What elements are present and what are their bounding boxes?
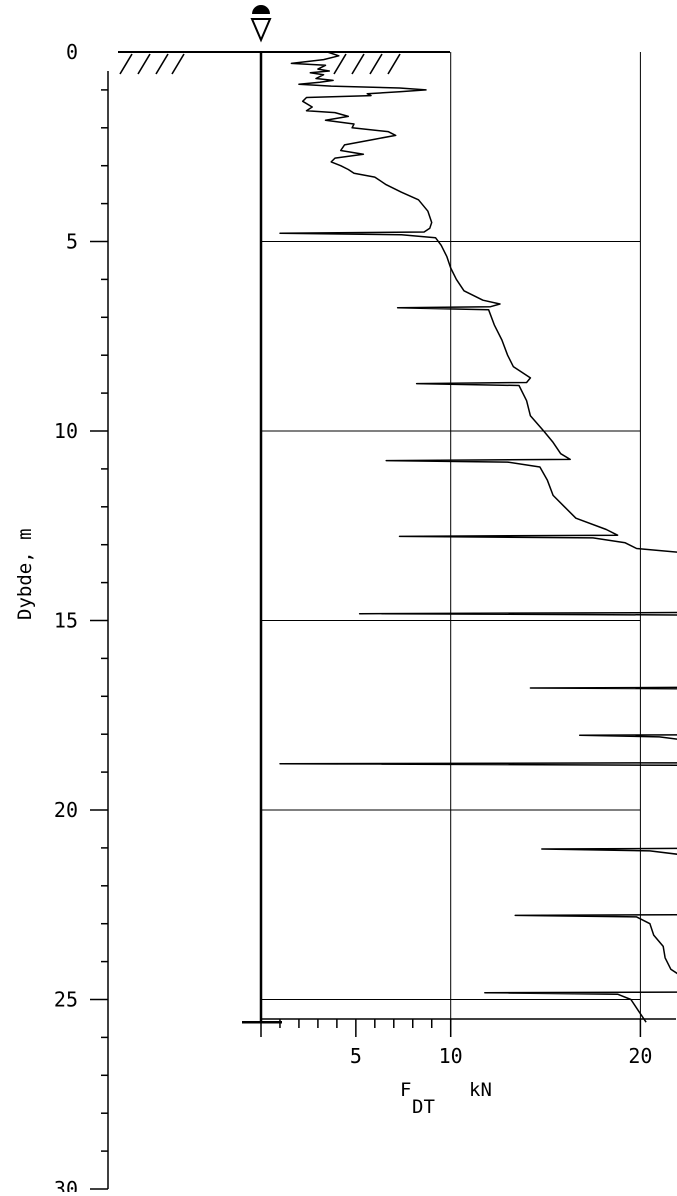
x-axis-label-unit: kN [469, 1079, 492, 1101]
depth-tick-label-0: 0 [66, 40, 78, 64]
depth-tick-label-25: 25 [54, 988, 78, 1012]
x-axis-label-subscript: DT [412, 1096, 435, 1118]
hatch-mark-3 [155, 53, 169, 75]
hatch-mark-6 [351, 53, 365, 75]
depth-axis: 0 5 10 15 20 25 30 [54, 40, 282, 1196]
groundwater-triangle-icon [250, 18, 272, 43]
force-tick-label-10: 10 [439, 1044, 463, 1068]
depth-tick-label-30: 30 [54, 1177, 78, 1192]
hatch-mark-8 [387, 53, 401, 75]
y-axis-label: Dybde, m [14, 528, 36, 620]
depth-tick-label-20: 20 [54, 798, 78, 822]
x-axis-label-main: F [400, 1079, 411, 1101]
depth-tick-label-15: 15 [54, 609, 78, 633]
hatch-mark-5 [333, 53, 347, 75]
ground-surface-hatch [118, 51, 450, 75]
depth-tick-label-10: 10 [54, 419, 78, 443]
depth-tick-label-5: 5 [66, 230, 78, 254]
force-tick-label-20: 20 [628, 1044, 652, 1068]
hatch-mark-2 [137, 53, 151, 75]
force-tick-label-5: 5 [350, 1044, 362, 1068]
force-axis: 5102030 [260, 1018, 676, 1068]
hatch-mark-7 [369, 53, 383, 75]
groundwater-marker [250, 5, 272, 43]
hatch-mark-4 [171, 53, 185, 75]
groundwater-symbol-top-icon [252, 5, 270, 14]
series-line-1 [279, 51, 677, 1023]
hatch-mark-1 [119, 53, 133, 75]
series-group [279, 51, 677, 1023]
